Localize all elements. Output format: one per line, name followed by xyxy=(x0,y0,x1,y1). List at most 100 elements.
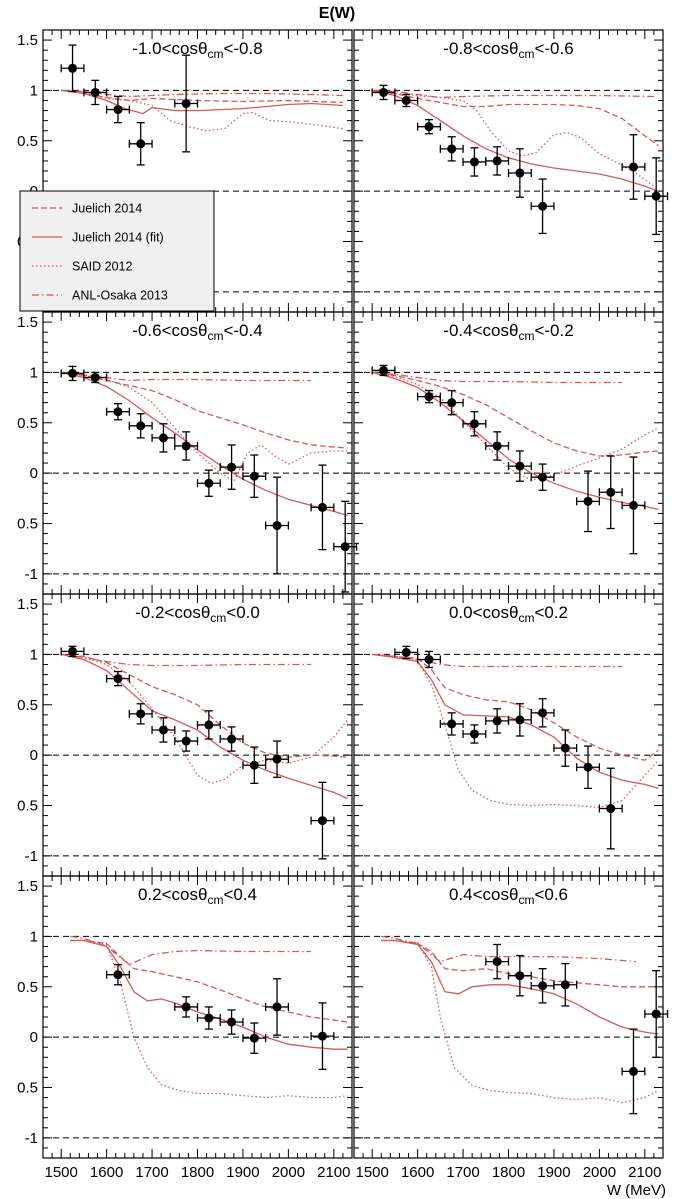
data-point xyxy=(598,455,623,530)
data-point xyxy=(485,943,510,980)
data-point xyxy=(553,729,578,767)
data-point xyxy=(485,431,510,461)
data-point xyxy=(394,93,419,108)
panel-title-sub: cm xyxy=(207,329,223,343)
data-marker xyxy=(272,754,282,764)
legend: Juelich 2014 Juelich 2014 (fit) SAID 2012 A… xyxy=(19,190,215,312)
curve-juelich xyxy=(372,371,659,457)
data-marker xyxy=(340,542,350,552)
data-point xyxy=(105,402,130,421)
panel-title-theta: θ xyxy=(509,603,518,622)
data-point xyxy=(242,746,267,784)
data-marker xyxy=(113,674,123,684)
data-marker xyxy=(158,433,168,443)
data-marker xyxy=(204,478,214,488)
panel-title-sub: cm xyxy=(210,611,226,625)
data-point xyxy=(576,470,601,533)
data-marker xyxy=(515,715,525,725)
curve-fit xyxy=(61,371,348,517)
data-point xyxy=(598,767,623,850)
y-tick-label: 0 xyxy=(30,465,38,482)
data-marker xyxy=(90,372,100,382)
data-marker xyxy=(447,398,457,408)
panel-title: 0.2<cosθcm<0.4 xyxy=(138,885,257,907)
panel-title-sub: cm xyxy=(207,893,223,907)
data-marker xyxy=(424,122,434,132)
data-point xyxy=(530,178,555,235)
data-marker xyxy=(447,144,457,154)
data-marker xyxy=(68,63,78,73)
data-point xyxy=(644,970,669,1058)
data-point xyxy=(394,645,419,660)
panel-title-sub: cm xyxy=(518,611,534,625)
panel-frame xyxy=(353,311,664,595)
curve-said xyxy=(70,939,348,1099)
data-point xyxy=(371,364,396,377)
y-tick-label: 0 xyxy=(30,1029,38,1046)
data-marker xyxy=(538,981,548,991)
y-tick-label: 1 xyxy=(30,82,38,99)
panel-title-pre: 0.4<cos xyxy=(449,885,509,904)
data-point xyxy=(83,79,108,106)
curve-juelich xyxy=(70,939,348,1023)
data-point xyxy=(530,698,555,728)
panel-title-sub: cm xyxy=(518,893,534,907)
panel-title-pre: 0.0<cos xyxy=(449,603,509,622)
data-marker xyxy=(181,1002,191,1012)
data-point xyxy=(621,134,646,200)
y-tick-label: 1.5 xyxy=(17,878,38,895)
data-point xyxy=(60,365,85,382)
data-marker xyxy=(249,1033,259,1043)
panel-title-post: <-0.8 xyxy=(223,39,262,58)
panel-title-theta: θ xyxy=(198,321,207,340)
y-tick-label: 0.5 xyxy=(17,516,38,533)
panel-title-post: <-0.6 xyxy=(534,39,573,58)
data-point xyxy=(530,463,555,491)
x-tick-label: 1800 xyxy=(492,1164,525,1181)
panel-title-sub: cm xyxy=(518,329,534,343)
data-point xyxy=(151,717,176,743)
data-point xyxy=(174,996,199,1018)
data-marker xyxy=(492,441,502,451)
data-marker xyxy=(317,1031,327,1041)
data-marker xyxy=(317,502,327,512)
data-point xyxy=(416,650,441,669)
data-point xyxy=(507,148,532,198)
panel-title-post: <-0.4 xyxy=(223,321,262,340)
data-marker xyxy=(379,87,389,97)
data-point xyxy=(174,431,199,461)
legend-label: SAID 2012 xyxy=(72,260,133,274)
data-point xyxy=(174,54,199,153)
data-point xyxy=(462,724,487,744)
curve-said xyxy=(61,371,348,483)
panel-title-theta: θ xyxy=(509,885,518,904)
data-point xyxy=(416,118,441,135)
data-point xyxy=(174,730,199,752)
data-point xyxy=(507,954,532,997)
panel-3: 1.5 1 0.5 0 0.5 -1 -0.6<cosθcm<-0.4 xyxy=(17,311,358,595)
data-marker xyxy=(447,719,457,729)
data-point xyxy=(196,710,221,740)
data-marker xyxy=(424,654,434,664)
data-marker xyxy=(401,647,411,657)
y-tick-label: 0.5 xyxy=(17,133,38,150)
y-tick-label: 0 xyxy=(30,747,38,764)
panel-title-theta: θ xyxy=(198,39,207,58)
data-point xyxy=(128,122,153,166)
curve-juelich xyxy=(61,653,348,758)
data-marker xyxy=(401,96,411,105)
data-point xyxy=(242,1022,267,1054)
curve-juelich xyxy=(372,89,659,147)
data-marker xyxy=(469,419,479,429)
data-point xyxy=(219,1009,244,1035)
data-marker xyxy=(113,407,123,417)
panel-title-theta: θ xyxy=(201,603,210,622)
x-tick-label: 2000 xyxy=(272,1164,305,1181)
data-marker xyxy=(136,139,146,149)
data-marker xyxy=(204,720,214,730)
panel-title: 0.0<cosθcm<0.2 xyxy=(449,603,568,625)
data-marker xyxy=(492,156,502,166)
data-marker xyxy=(583,762,593,772)
curve-fit xyxy=(372,89,659,192)
curve-said xyxy=(61,653,349,785)
